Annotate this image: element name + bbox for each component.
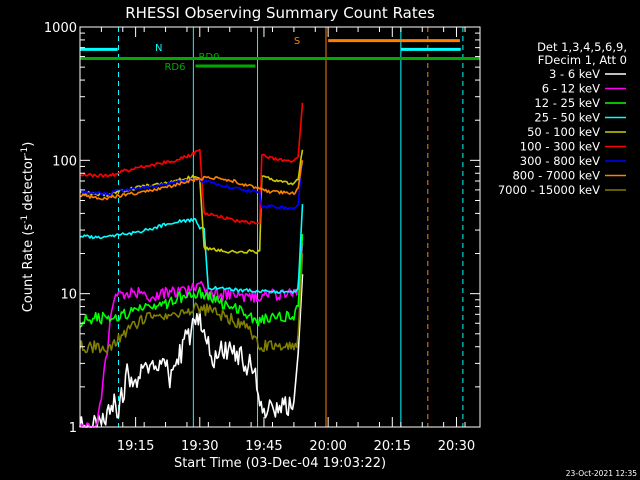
y-tick-label: 10 — [60, 288, 77, 303]
series-line-3 — [79, 204, 304, 294]
rd0-label: RD0 — [198, 52, 219, 63]
series-line-8 — [79, 253, 304, 355]
legend-label: 800 - 7000 keV — [512, 169, 600, 183]
series-line-5 — [79, 102, 304, 225]
footer-timestamp: 23-Oct-2021 12:35 — [566, 469, 637, 478]
x-tick-label: 20:15 — [374, 439, 411, 454]
series-line-7 — [79, 160, 304, 201]
legend-header: FDecim 1, Att 0 — [538, 53, 627, 67]
x-tick-label: 19:15 — [117, 439, 154, 454]
x-tick-label: 20:00 — [309, 439, 346, 454]
y-axis-label-sup: -1 — [20, 147, 30, 156]
status-bars: N S RD0 RD6 — [80, 36, 480, 73]
legend-label: 6 - 12 keV — [542, 82, 600, 96]
rd6-label: RD6 — [164, 62, 185, 73]
legend-label: 25 - 50 keV — [534, 111, 600, 125]
legend-label: 7000 - 15000 keV — [498, 183, 600, 197]
y-axis-label-part: ) — [21, 142, 36, 147]
night-label: N — [155, 43, 162, 54]
legend: Det 1,3,4,5,6,9, FDecim 1, Att 0 3 - 6 k… — [498, 40, 627, 197]
y-tick-label: 100 — [52, 154, 77, 169]
x-tick-label: 19:30 — [181, 439, 218, 454]
legend-label: 3 - 6 keV — [549, 67, 600, 81]
chart-title: RHESSI Observing Summary Count Rates — [125, 4, 435, 22]
y-axis: 1 10 100 1000 — [44, 21, 480, 436]
series-line-0 — [79, 274, 304, 428]
plot-frame — [79, 26, 481, 428]
legend-label: 100 - 300 keV — [520, 140, 600, 154]
x-axis-label: Start Time (03-Dec-04 19:03:22) — [174, 456, 386, 471]
event-vertical-lines — [79, 27, 464, 427]
saa-label: S — [294, 36, 300, 47]
legend-label: 300 - 800 keV — [520, 154, 600, 168]
legend-label: 12 - 25 keV — [534, 96, 600, 110]
y-tick-label: 1 — [69, 421, 77, 436]
y-axis-label-sup: -1 — [20, 215, 30, 224]
legend-label: 50 - 100 keV — [527, 125, 600, 139]
y-axis-label: Count Rate (s-1 detector-1) — [20, 142, 36, 313]
x-tick-label: 19:45 — [245, 439, 282, 454]
x-axis: 19:15 19:30 19:45 20:00 20:15 20:30 — [100, 27, 475, 454]
y-axis-label-part: Count Rate (s — [21, 224, 36, 313]
y-axis-label-part: detector — [21, 155, 36, 215]
series-lines — [79, 102, 304, 428]
legend-header: Det 1,3,4,5,6,9, — [537, 40, 627, 54]
series-line-2 — [79, 233, 304, 328]
x-tick-label: 20:30 — [438, 439, 475, 454]
y-tick-label: 1000 — [44, 21, 77, 36]
